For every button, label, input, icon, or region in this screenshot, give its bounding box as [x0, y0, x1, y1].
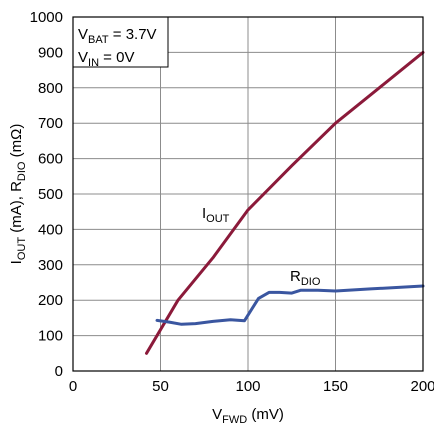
y-tick-label: 1000	[30, 9, 63, 26]
vbat-annotation: VBAT = 3.7V	[78, 26, 157, 46]
y-tick-label: 300	[38, 257, 63, 274]
y-tick-label: 100	[38, 328, 63, 345]
x-tick-label: 100	[235, 378, 260, 395]
y-tick-label: 400	[38, 221, 63, 238]
y-tick-label: 700	[38, 115, 63, 132]
x-tick-label: 150	[323, 378, 348, 395]
y-tick-label: 500	[38, 186, 63, 203]
conditions-box	[72, 16, 169, 68]
y-tick-label: 200	[38, 292, 63, 309]
y-tick-label: 600	[38, 151, 63, 168]
y-tick-label: 0	[55, 363, 63, 380]
series-label-rdio: RDIO	[290, 268, 321, 288]
plot-frame	[72, 16, 424, 372]
series-line-rdio	[155, 284, 425, 326]
tick-labels: 0 50 100 150 200 0 100 200 300 400 500 600 700 800 900…	[30, 9, 434, 395]
series-layer	[145, 50, 425, 355]
x-tick-label: 50	[152, 378, 169, 395]
y-tick-label: 800	[38, 80, 63, 97]
series-label-iout: IOUT	[202, 205, 230, 225]
vin-annotation: VIN = 0V	[78, 49, 134, 69]
y-tick-label: 900	[38, 44, 63, 61]
x-tick-label: 0	[69, 378, 77, 395]
x-axis-label: VFWD (mV)	[212, 406, 284, 423]
y-axis-label: IOUT (mA), RDIO (mΩ)	[8, 124, 28, 265]
series-line-iout	[145, 50, 425, 355]
x-tick-label: 200	[410, 378, 434, 395]
